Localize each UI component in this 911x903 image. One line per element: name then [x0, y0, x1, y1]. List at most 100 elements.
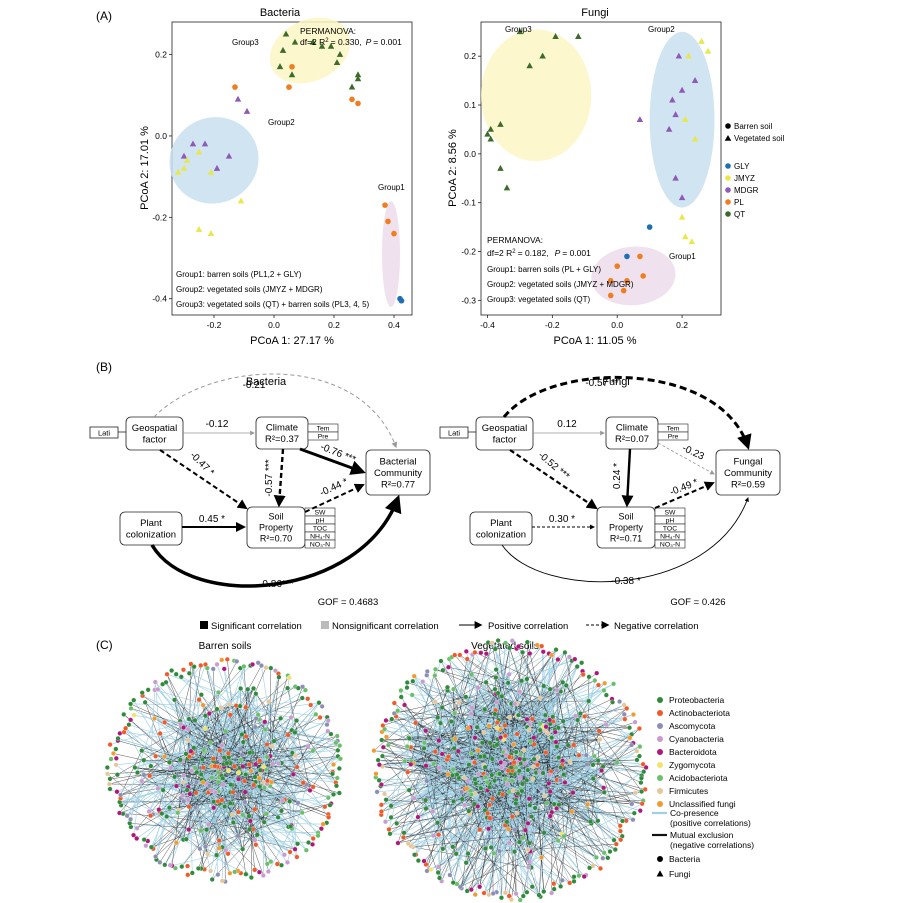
path-label-geo-community: -0.21	[243, 380, 266, 391]
network-node	[300, 780, 306, 786]
network-node	[395, 708, 401, 714]
network-node	[529, 814, 535, 820]
network-node	[294, 718, 300, 724]
network-node	[593, 854, 599, 860]
network-node	[463, 860, 469, 866]
network-node	[222, 804, 228, 810]
network-node	[451, 798, 456, 804]
point-gly	[624, 253, 630, 260]
network-edge-positive	[280, 718, 341, 760]
network-node	[561, 833, 567, 839]
network-node	[159, 811, 165, 817]
network-node	[574, 664, 580, 670]
network-node	[272, 668, 278, 674]
network-node	[621, 702, 627, 708]
network-node	[450, 844, 456, 850]
y-tick-label: 0.1	[464, 100, 476, 110]
network-node	[518, 752, 523, 758]
network-node	[594, 670, 600, 676]
network-node	[255, 660, 261, 666]
path-geo-soil	[509, 449, 598, 510]
network-node	[577, 711, 583, 716]
network-node	[558, 764, 564, 770]
network-node	[376, 762, 382, 768]
network-node	[132, 765, 138, 771]
network-node	[514, 810, 520, 816]
point-mdgr	[678, 86, 686, 93]
network-node	[582, 713, 588, 719]
climate-text: R²=0.37	[265, 434, 299, 445]
network-node	[545, 730, 551, 736]
network-node	[430, 809, 436, 814]
network-edge-negative	[394, 713, 469, 812]
network-node	[539, 643, 545, 649]
point-pl	[637, 253, 643, 260]
network-node	[423, 806, 429, 812]
network-edge-negative	[543, 836, 565, 892]
network-node	[153, 854, 159, 859]
network-node	[261, 764, 267, 770]
path-climate-soil	[621, 448, 634, 508]
network-edge-negative	[205, 715, 250, 753]
community-text: R²=0.59	[731, 479, 765, 490]
group-ellipse-3	[591, 246, 676, 306]
network-node	[177, 757, 183, 763]
bacteria-group-note-1: Group1: barren soils (PL1,2 + GLY)	[176, 270, 302, 279]
network-node	[152, 716, 157, 721]
plant-colonization-box	[119, 511, 183, 546]
network-node	[432, 699, 438, 705]
network-node	[502, 761, 508, 766]
path-soil-community	[654, 481, 715, 509]
network-node	[618, 837, 624, 843]
network-edge-positive	[248, 815, 288, 863]
legend-significant-swatch	[200, 621, 208, 629]
network-node	[487, 740, 493, 746]
network-edge-negative	[230, 784, 279, 818]
network-node	[629, 742, 634, 748]
network-node	[266, 698, 272, 704]
fungi-pcoa-title: Fungi	[581, 7, 609, 19]
network-node	[253, 842, 259, 848]
network-node	[214, 852, 220, 858]
network-edge-negative	[390, 774, 458, 818]
network-edge-negative	[452, 653, 487, 740]
network-node	[168, 765, 174, 771]
network-node	[131, 712, 137, 718]
network-node	[436, 738, 442, 744]
network-node	[177, 721, 183, 727]
network-edge-positive	[471, 674, 544, 687]
network-node	[114, 789, 120, 795]
network-node	[207, 740, 213, 746]
network-node	[495, 638, 501, 643]
network-node	[612, 847, 618, 852]
network-node	[375, 757, 381, 763]
point-mdgr	[675, 52, 683, 59]
network-edge-negative	[142, 695, 181, 722]
point-jmyz	[691, 135, 699, 142]
network-node	[531, 735, 537, 741]
soil-vars-label: pH	[666, 518, 675, 525]
point-pl	[382, 202, 388, 208]
network-edge-negative	[192, 752, 224, 765]
network-node	[142, 699, 148, 705]
network-node	[202, 726, 208, 731]
path-label-geo-climate: 0.12	[557, 419, 577, 430]
network-node	[585, 801, 591, 807]
network-node	[489, 640, 495, 646]
network-node	[547, 813, 553, 819]
network-node	[383, 718, 389, 723]
network-node	[475, 771, 481, 777]
network-node	[271, 738, 277, 744]
network-node	[410, 678, 416, 684]
legend-phylum-label: Bacteroidota	[669, 747, 717, 757]
network-node	[535, 762, 541, 768]
network-node	[115, 735, 121, 741]
network-node	[183, 836, 189, 842]
network-node	[554, 805, 560, 811]
network-node	[520, 835, 526, 841]
network-node	[383, 797, 389, 803]
network-node	[517, 689, 523, 695]
network-node	[457, 652, 463, 658]
network-edge-negative	[442, 682, 563, 755]
network-edge-positive	[566, 685, 634, 744]
